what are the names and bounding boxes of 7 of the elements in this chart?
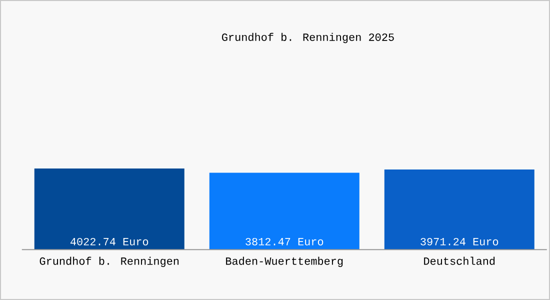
x-tick-label: Baden-Wuerttemberg (226, 256, 343, 267)
x-tick-label: Deutschland (424, 256, 495, 265)
data-label: 3812.47 Euro (246, 238, 324, 246)
data-label: 3971.24 Euro (420, 238, 498, 246)
chart-title: Grundhof b. Renningen 2025 (222, 32, 394, 44)
data-label: 4022.74 Euro (70, 238, 148, 246)
x-tick-label: Grundhof b. Renningen (40, 256, 179, 267)
